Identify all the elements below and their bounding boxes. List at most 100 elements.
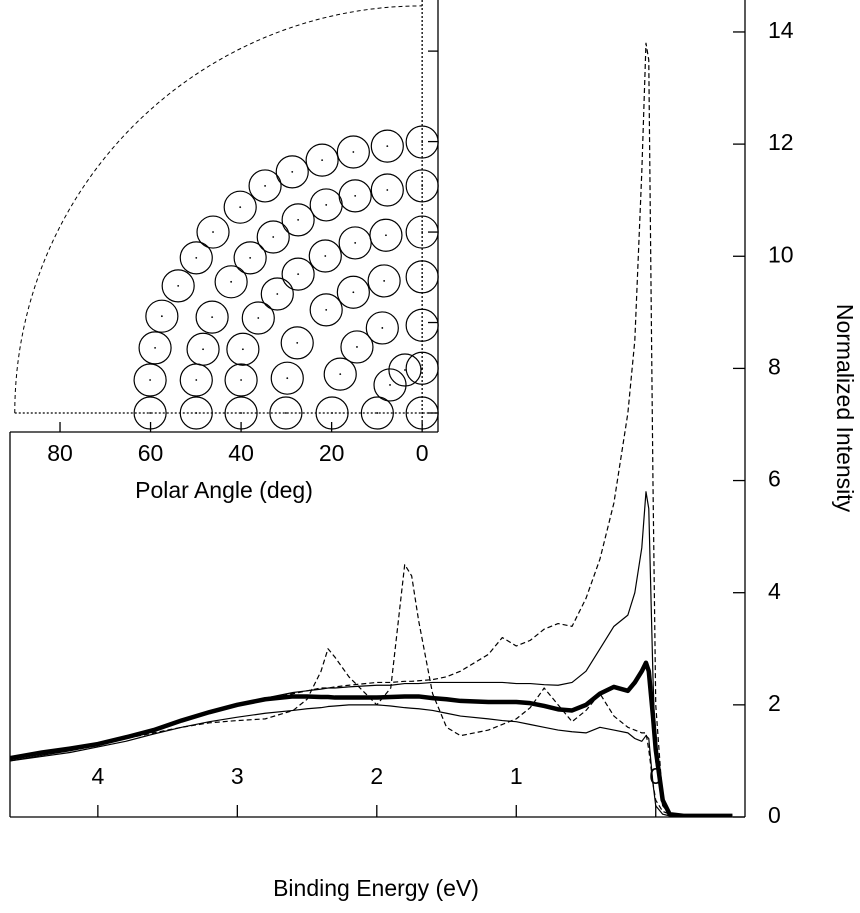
spot-center — [149, 379, 152, 381]
spot-center — [385, 234, 387, 237]
spot-center — [249, 256, 252, 259]
inset-x-tick-label: 0 — [416, 440, 429, 466]
spot-center — [272, 236, 275, 238]
emission-spot — [360, 396, 394, 430]
spot-center — [154, 346, 156, 349]
emission-spot — [373, 368, 407, 402]
spot-center — [286, 377, 289, 380]
spot-center — [421, 275, 424, 278]
emission-spot — [305, 143, 339, 177]
spot-center — [325, 308, 328, 311]
emission-spot — [260, 277, 294, 311]
emission-spot — [338, 226, 372, 260]
emission-spot — [161, 269, 195, 303]
series-line — [10, 564, 733, 817]
emission-spot — [370, 173, 404, 207]
spot-center — [264, 185, 266, 187]
spot-center — [339, 373, 342, 375]
emission-spot — [405, 396, 439, 430]
spot-center — [230, 280, 233, 283]
spot-center — [202, 348, 204, 351]
emission-spot — [256, 220, 290, 254]
emission-spot — [145, 299, 179, 333]
inset-x-axis-label: Polar Angle (deg) — [135, 477, 313, 503]
emission-spot — [179, 363, 213, 397]
horizon-arc — [14, 5, 423, 414]
inset-x-tick-label: 60 — [138, 440, 164, 466]
plot-area — [10, 42, 733, 817]
spot-center — [421, 324, 424, 327]
x-tick-label: 4 — [91, 763, 104, 789]
emission-spot — [309, 188, 343, 222]
spot-center — [356, 346, 358, 348]
emission-spot — [275, 155, 309, 189]
inset-x-tick-label: 40 — [228, 440, 254, 466]
spot-center — [421, 412, 424, 414]
spot-center — [276, 293, 279, 295]
emission-spot — [336, 135, 370, 169]
emission-spot — [179, 396, 213, 430]
inset-x-tick-label: 80 — [47, 440, 73, 466]
emission-spot — [196, 215, 230, 249]
emission-spot — [365, 311, 399, 345]
spot-center — [324, 255, 327, 257]
spot-center — [376, 412, 379, 414]
y-axis-label: Normalized Intensity — [832, 304, 858, 513]
x-tick-label: 3 — [231, 763, 244, 789]
spot-center — [354, 194, 357, 197]
emission-spot — [309, 293, 343, 327]
spot-center — [421, 367, 424, 370]
spot-center — [240, 379, 242, 381]
emission-spot — [308, 239, 342, 273]
spot-center — [195, 412, 198, 414]
spot-center — [239, 206, 242, 209]
spot-center — [149, 412, 152, 414]
spot-center — [211, 316, 214, 319]
spot-center — [381, 327, 384, 329]
spot-center — [354, 242, 357, 244]
spot-center — [421, 231, 424, 233]
emission-spot — [405, 125, 439, 159]
spot-center — [195, 256, 198, 259]
emission-spot — [281, 203, 315, 237]
y-tick-label: 8 — [768, 353, 781, 379]
y-tick-label: 0 — [768, 802, 781, 828]
spot-center — [296, 341, 299, 344]
emission-spot — [226, 332, 260, 366]
emission-spot — [405, 351, 439, 385]
spot-center — [257, 317, 260, 319]
emission-spot — [340, 330, 374, 364]
spot-center — [331, 412, 333, 414]
spot-center — [291, 170, 294, 173]
y-tick-label: 10 — [768, 241, 794, 267]
spot-center — [160, 315, 163, 318]
spot-center — [240, 412, 242, 414]
spot-center — [285, 412, 287, 414]
emission-spot — [133, 396, 167, 430]
spot-center — [386, 145, 389, 148]
emission-spot — [195, 300, 229, 334]
spot-center — [297, 218, 300, 221]
spot-center — [297, 273, 300, 276]
emission-spot — [323, 357, 357, 391]
spot-center — [321, 159, 324, 162]
x-tick-label: 1 — [510, 763, 523, 789]
spot-center — [195, 379, 198, 381]
spot-center — [352, 291, 355, 294]
emission-spot — [405, 260, 439, 294]
x-axis-label: Binding Energy (eV) — [273, 875, 479, 901]
emission-spot — [133, 363, 167, 397]
y-tick-label: 4 — [768, 578, 781, 604]
spot-center — [212, 231, 214, 233]
emission-spot — [405, 308, 439, 342]
spot-center — [386, 189, 389, 191]
y-tick-label: 12 — [768, 129, 794, 155]
spot-center — [241, 348, 244, 351]
inset-x-tick-label: 20 — [319, 440, 345, 466]
emission-spot — [315, 396, 349, 430]
emission-spot — [214, 265, 248, 299]
y-tick-label: 14 — [768, 17, 794, 43]
spot-center — [177, 284, 180, 287]
series-line — [10, 660, 733, 817]
spot-center — [421, 141, 424, 143]
